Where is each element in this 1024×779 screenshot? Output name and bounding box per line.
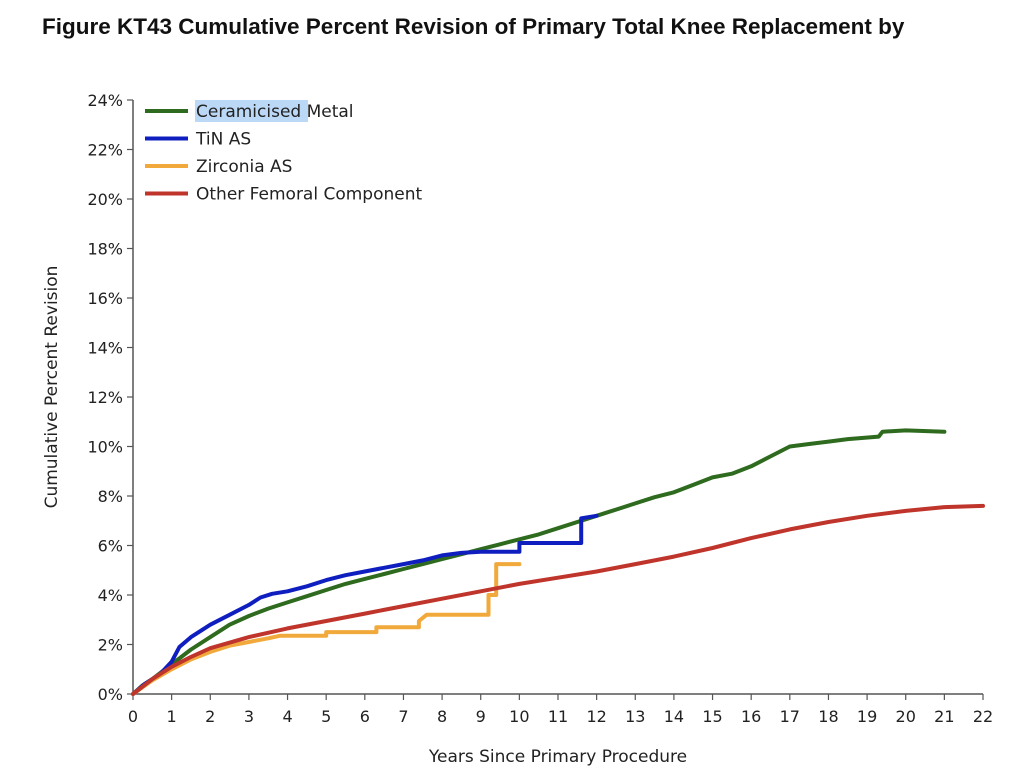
x-tick-label: 10 [509,707,529,726]
x-tick-label: 4 [282,707,292,726]
x-tick-label: 2 [205,707,215,726]
y-tick-label: 4% [98,586,123,605]
x-tick-label: 21 [934,707,954,726]
legend-highlight [195,100,308,122]
y-tick-label: 24% [87,91,123,110]
x-tick-label: 20 [896,707,916,726]
x-tick-label: 7 [398,707,408,726]
x-tick-label: 14 [664,707,684,726]
legend: Ceramicised Metal TiN AS Zirconia AS Other … [145,100,423,205]
y-tick-label: 2% [98,636,123,655]
x-tick-label: 19 [857,707,877,726]
y-tick-label: 8% [98,487,123,506]
x-ticks: 0 1 2 3 4 5 6 7 8 9 10 11 12 13 14 15 16 17 18 19 20 21 22 [128,694,993,726]
x-tick-label: 3 [244,707,254,726]
legend-label: TiN AS [195,130,251,150]
y-tick-label: 20% [87,190,123,209]
y-tick-label: 16% [87,289,123,308]
x-tick-label: 12 [586,707,606,726]
x-tick-label: 6 [360,707,370,726]
x-tick-label: 5 [321,707,331,726]
x-tick-label: 13 [625,707,645,726]
x-tick-label: 1 [167,707,177,726]
y-axis-title: Cumulative Percent Revision [42,266,62,509]
series-layer [131,428,985,696]
y-ticks: 0% 2% 4% 6% 8% 10% 12% 14% 16% 18% 20% 22% 24% [87,91,133,704]
x-tick-label: 0 [128,707,138,726]
x-tick-label: 18 [818,707,838,726]
y-tick-label: 6% [98,537,123,556]
series-line-ceramicised-metal [131,428,947,696]
x-tick-label: 15 [702,707,722,726]
x-axis-title: Years Since Primary Procedure [428,747,687,767]
x-tick-label: 11 [548,707,568,726]
chart-title: Figure KT43 Cumulative Percent Revision … [42,14,905,39]
y-tick-label: 22% [87,141,123,160]
y-tick-label: 18% [87,240,123,259]
y-tick-label: 10% [87,438,123,457]
x-tick-label: 16 [741,707,761,726]
x-tick-label: 8 [437,707,447,726]
series-line-zirconia-as [131,562,522,696]
legend-label: Ceramicised Metal [196,102,354,122]
y-tick-label: 12% [87,388,123,407]
y-tick-label: 14% [87,339,123,358]
x-tick-label: 22 [973,707,993,726]
legend-label: Zirconia AS [196,157,292,177]
y-tick-label: 0% [98,685,123,704]
x-tick-label: 9 [476,707,486,726]
series-line-other-femoral-component [131,503,985,696]
series-line-tin-as [131,513,599,696]
legend-label: Other Femoral Component [196,185,423,205]
x-tick-label: 17 [780,707,800,726]
